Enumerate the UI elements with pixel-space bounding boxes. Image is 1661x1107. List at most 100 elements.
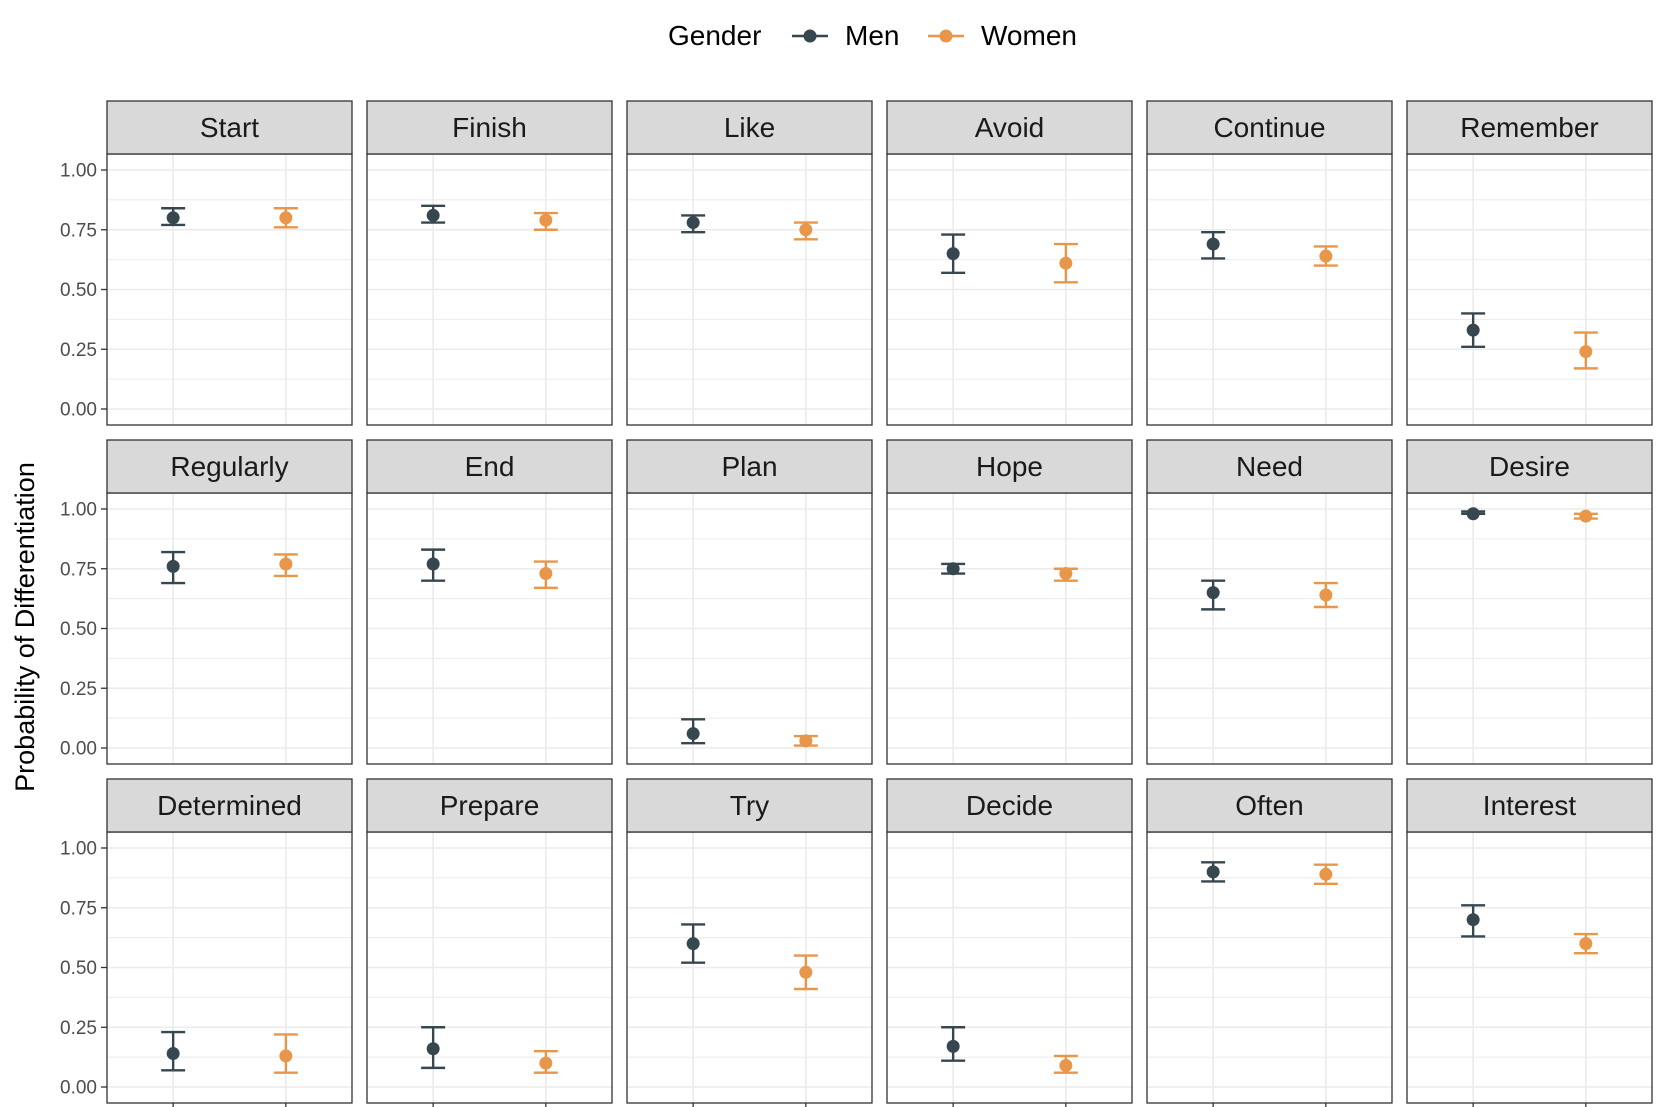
facet-panel-determined: Determined 0.00 0.25 0.50 0.75 1.00 bbox=[60, 778, 353, 1107]
y-tick-label: 0.50 bbox=[60, 958, 97, 979]
facet-label-regularly: Regularly bbox=[170, 451, 288, 482]
facet-panel-finish: Finish bbox=[366, 100, 613, 426]
facet-label-decide: Decide bbox=[966, 790, 1053, 821]
point-hope-women bbox=[1059, 567, 1073, 581]
legend-entry-men: Men bbox=[792, 20, 899, 51]
point-prepare-women bbox=[539, 1056, 553, 1070]
point-like-men bbox=[686, 216, 700, 230]
facet-label-avoid: Avoid bbox=[975, 112, 1045, 143]
point-determined-men bbox=[166, 1047, 180, 1061]
facet-strip bbox=[886, 100, 1133, 155]
facet-label-desire: Desire bbox=[1489, 451, 1570, 482]
legend-title: Gender bbox=[668, 20, 761, 51]
facet-label-remember: Remember bbox=[1460, 112, 1598, 143]
point-finish-women bbox=[539, 213, 553, 227]
point-like-women bbox=[799, 223, 813, 237]
facet-panel-continue: Continue bbox=[1146, 100, 1393, 426]
facet-panel-remember: Remember bbox=[1406, 100, 1653, 426]
point-end-men bbox=[426, 557, 440, 571]
facet-strip bbox=[886, 778, 1133, 833]
facet-strip bbox=[366, 778, 613, 833]
point-continue-men bbox=[1206, 237, 1220, 251]
facet-label-hope: Hope bbox=[976, 451, 1043, 482]
facet-strip bbox=[1406, 778, 1653, 833]
y-tick-label: 0.00 bbox=[60, 400, 97, 421]
facet-label-prepare: Prepare bbox=[440, 790, 540, 821]
facet-strip bbox=[1406, 100, 1653, 155]
facet-label-start: Start bbox=[200, 112, 259, 143]
facet-strip bbox=[626, 778, 873, 833]
facet-panel-plan: Plan bbox=[626, 439, 873, 765]
legend: Gender Men Women bbox=[668, 20, 1077, 51]
point-decide-men bbox=[946, 1039, 960, 1053]
facet-panel-hope: Hope bbox=[886, 439, 1133, 765]
point-try-women bbox=[799, 965, 813, 979]
y-tick-label: 0.75 bbox=[60, 220, 97, 241]
facet-panel-desire: Desire bbox=[1406, 439, 1653, 765]
facet-label-interest: Interest bbox=[1483, 790, 1577, 821]
point-need-men bbox=[1206, 586, 1220, 600]
facet-panel-decide: Decide bbox=[886, 778, 1133, 1107]
point-remember-women bbox=[1579, 345, 1593, 359]
point-determined-women bbox=[279, 1049, 293, 1063]
y-tick-label: 0.00 bbox=[60, 1078, 97, 1099]
y-tick-label: 0.50 bbox=[60, 280, 97, 301]
point-finish-men bbox=[426, 208, 440, 222]
facet-strip bbox=[1406, 439, 1653, 494]
facet-label-need: Need bbox=[1236, 451, 1303, 482]
facet-strip bbox=[106, 778, 353, 833]
point-interest-men bbox=[1466, 913, 1480, 927]
facet-label-finish: Finish bbox=[452, 112, 527, 143]
y-tick-label: 0.25 bbox=[60, 1018, 97, 1039]
facet-strip bbox=[886, 439, 1133, 494]
facet-label-end: End bbox=[465, 451, 515, 482]
facet-strip bbox=[366, 100, 613, 155]
facet-panel-often: Often bbox=[1146, 778, 1393, 1107]
point-start-women bbox=[279, 211, 293, 225]
facet-panel-need: Need bbox=[1146, 439, 1393, 765]
facet-label-determined: Determined bbox=[157, 790, 302, 821]
facet-strip bbox=[1146, 100, 1393, 155]
y-tick-label: 0.25 bbox=[60, 340, 97, 361]
y-tick-label: 0.00 bbox=[60, 739, 97, 760]
point-avoid-men bbox=[946, 247, 960, 261]
y-tick-label: 1.00 bbox=[60, 161, 97, 182]
point-decide-women bbox=[1059, 1058, 1073, 1072]
facet-strip bbox=[626, 439, 873, 494]
facet-grid: Start 0.00 0.25 0.50 0.75 1.00 Finish Like Avoid… bbox=[60, 100, 1653, 1107]
legend-entry-women: Women bbox=[928, 20, 1077, 51]
y-tick-label: 1.00 bbox=[60, 839, 97, 860]
facet-panel-like: Like bbox=[626, 100, 873, 426]
facet-panel-end: End bbox=[366, 439, 613, 765]
y-tick-label: 0.75 bbox=[60, 559, 97, 580]
point-desire-women bbox=[1579, 509, 1593, 523]
legend-key-point-men bbox=[803, 29, 817, 43]
facet-panel-try: Try bbox=[626, 778, 873, 1107]
y-axis-title: Probability of Differentiation bbox=[10, 462, 40, 792]
point-interest-women bbox=[1579, 937, 1593, 951]
facet-panel-start: Start 0.00 0.25 0.50 0.75 1.00 bbox=[60, 100, 353, 426]
point-hope-men bbox=[946, 562, 960, 576]
facet-label-continue: Continue bbox=[1213, 112, 1325, 143]
facet-strip bbox=[626, 100, 873, 155]
facet-strip bbox=[1146, 778, 1393, 833]
legend-label-women: Women bbox=[981, 20, 1077, 51]
point-try-men bbox=[686, 937, 700, 951]
facet-label-like: Like bbox=[724, 112, 775, 143]
facet-panel-prepare: Prepare bbox=[366, 778, 613, 1107]
facet-panel-interest: Interest bbox=[1406, 778, 1653, 1107]
facet-label-try: Try bbox=[730, 790, 769, 821]
point-start-men bbox=[166, 211, 180, 225]
point-often-men bbox=[1206, 865, 1220, 879]
point-continue-women bbox=[1319, 249, 1333, 263]
facet-label-often: Often bbox=[1235, 790, 1303, 821]
facet-strip bbox=[1146, 439, 1393, 494]
y-tick-label: 0.75 bbox=[60, 898, 97, 919]
point-end-women bbox=[539, 567, 553, 581]
facet-label-plan: Plan bbox=[721, 451, 777, 482]
point-prepare-men bbox=[426, 1042, 440, 1056]
facet-panel-regularly: Regularly 0.00 0.25 0.50 0.75 1.00 bbox=[60, 439, 353, 765]
legend-label-men: Men bbox=[845, 20, 899, 51]
point-need-women bbox=[1319, 588, 1333, 602]
